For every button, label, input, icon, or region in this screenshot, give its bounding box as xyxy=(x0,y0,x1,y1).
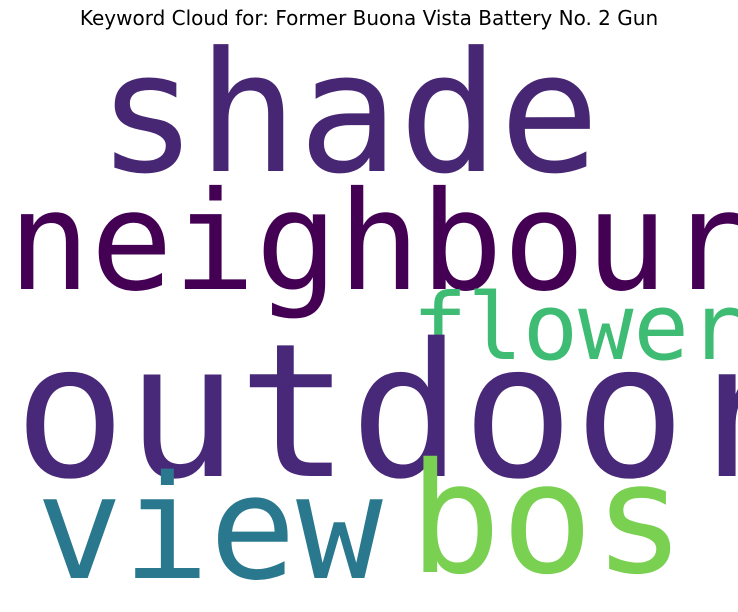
cloud-word-outdoor: outdoor xyxy=(14,303,738,520)
word-cloud: shade neighbour flower outdoor view bos xyxy=(8,31,738,601)
cloud-word-view: view xyxy=(36,444,383,612)
chart-title: Keyword Cloud for: Former Buona Vista Ba… xyxy=(79,6,659,30)
cloud-word-bos: bos xyxy=(409,431,686,609)
cloud-word-flower: flower xyxy=(412,274,738,381)
cloud-word-shade: shade xyxy=(97,17,600,211)
cloud-word-neighbour: neighbour xyxy=(8,163,738,322)
